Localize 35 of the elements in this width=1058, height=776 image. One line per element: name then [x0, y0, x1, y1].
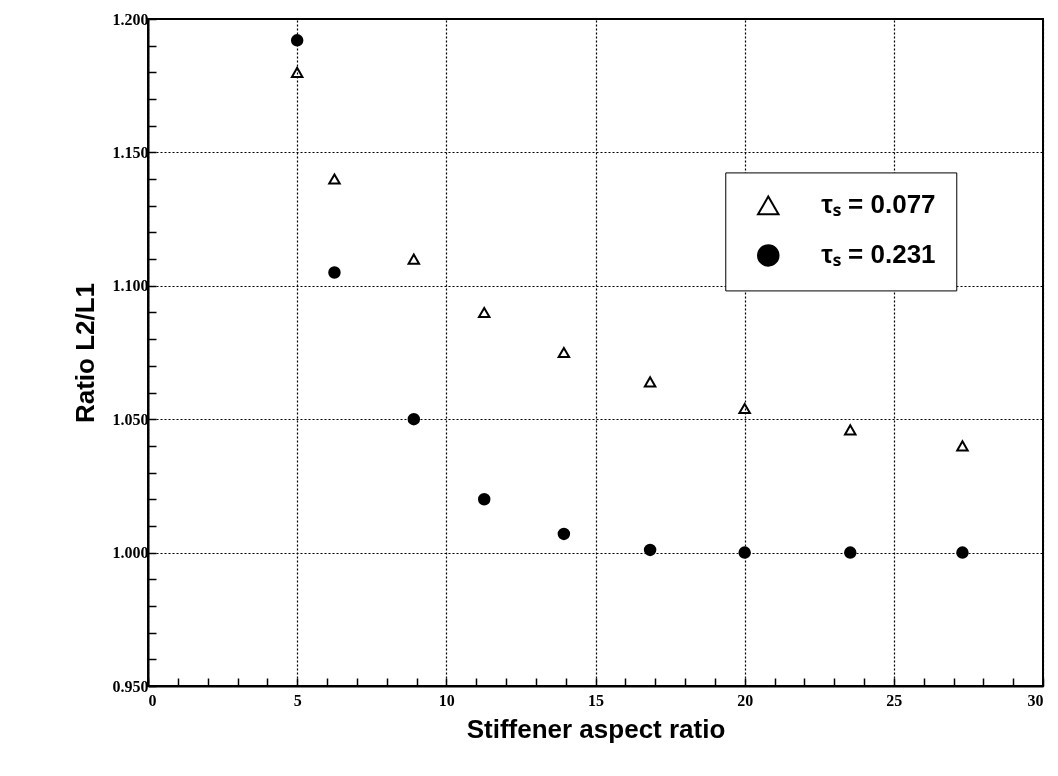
point [557, 346, 571, 359]
point [844, 546, 857, 559]
point [844, 424, 857, 436]
y-tick-label: 1.200 [112, 10, 149, 28]
point [328, 173, 341, 185]
point [290, 66, 304, 78]
y-tick-label: 1.050 [112, 410, 149, 428]
point [328, 266, 341, 279]
legend-label: τₛ = 0.077 [821, 189, 936, 220]
point [643, 543, 657, 557]
point [407, 253, 421, 265]
y-axis-title: Ratio L2/L1 [69, 282, 100, 424]
point [738, 402, 751, 415]
y-tick-label: 1.000 [112, 544, 149, 562]
point [407, 412, 421, 426]
point [956, 440, 969, 452]
point [477, 493, 491, 506]
x-tick-label: 10 [438, 691, 455, 709]
x-tick-label: 30 [1027, 691, 1044, 709]
point [477, 306, 491, 319]
point [557, 527, 571, 541]
point [290, 34, 304, 47]
point [643, 376, 657, 388]
x-axis-title: Stiffener aspect ratio [466, 713, 726, 744]
x-tick-label: 15 [588, 691, 604, 709]
point [956, 546, 969, 559]
x-tick-label: 5 [293, 691, 302, 709]
x-tick-label: 0 [148, 691, 157, 709]
legend-label: τₛ = 0.231 [821, 239, 936, 270]
x-tick-label: 25 [886, 691, 903, 709]
y-tick-label: 1.100 [112, 277, 149, 295]
x-tick-label: 20 [737, 691, 754, 709]
point [738, 546, 751, 559]
y-tick-label: 1.150 [112, 143, 149, 161]
y-tick-label: 0.950 [112, 677, 149, 695]
